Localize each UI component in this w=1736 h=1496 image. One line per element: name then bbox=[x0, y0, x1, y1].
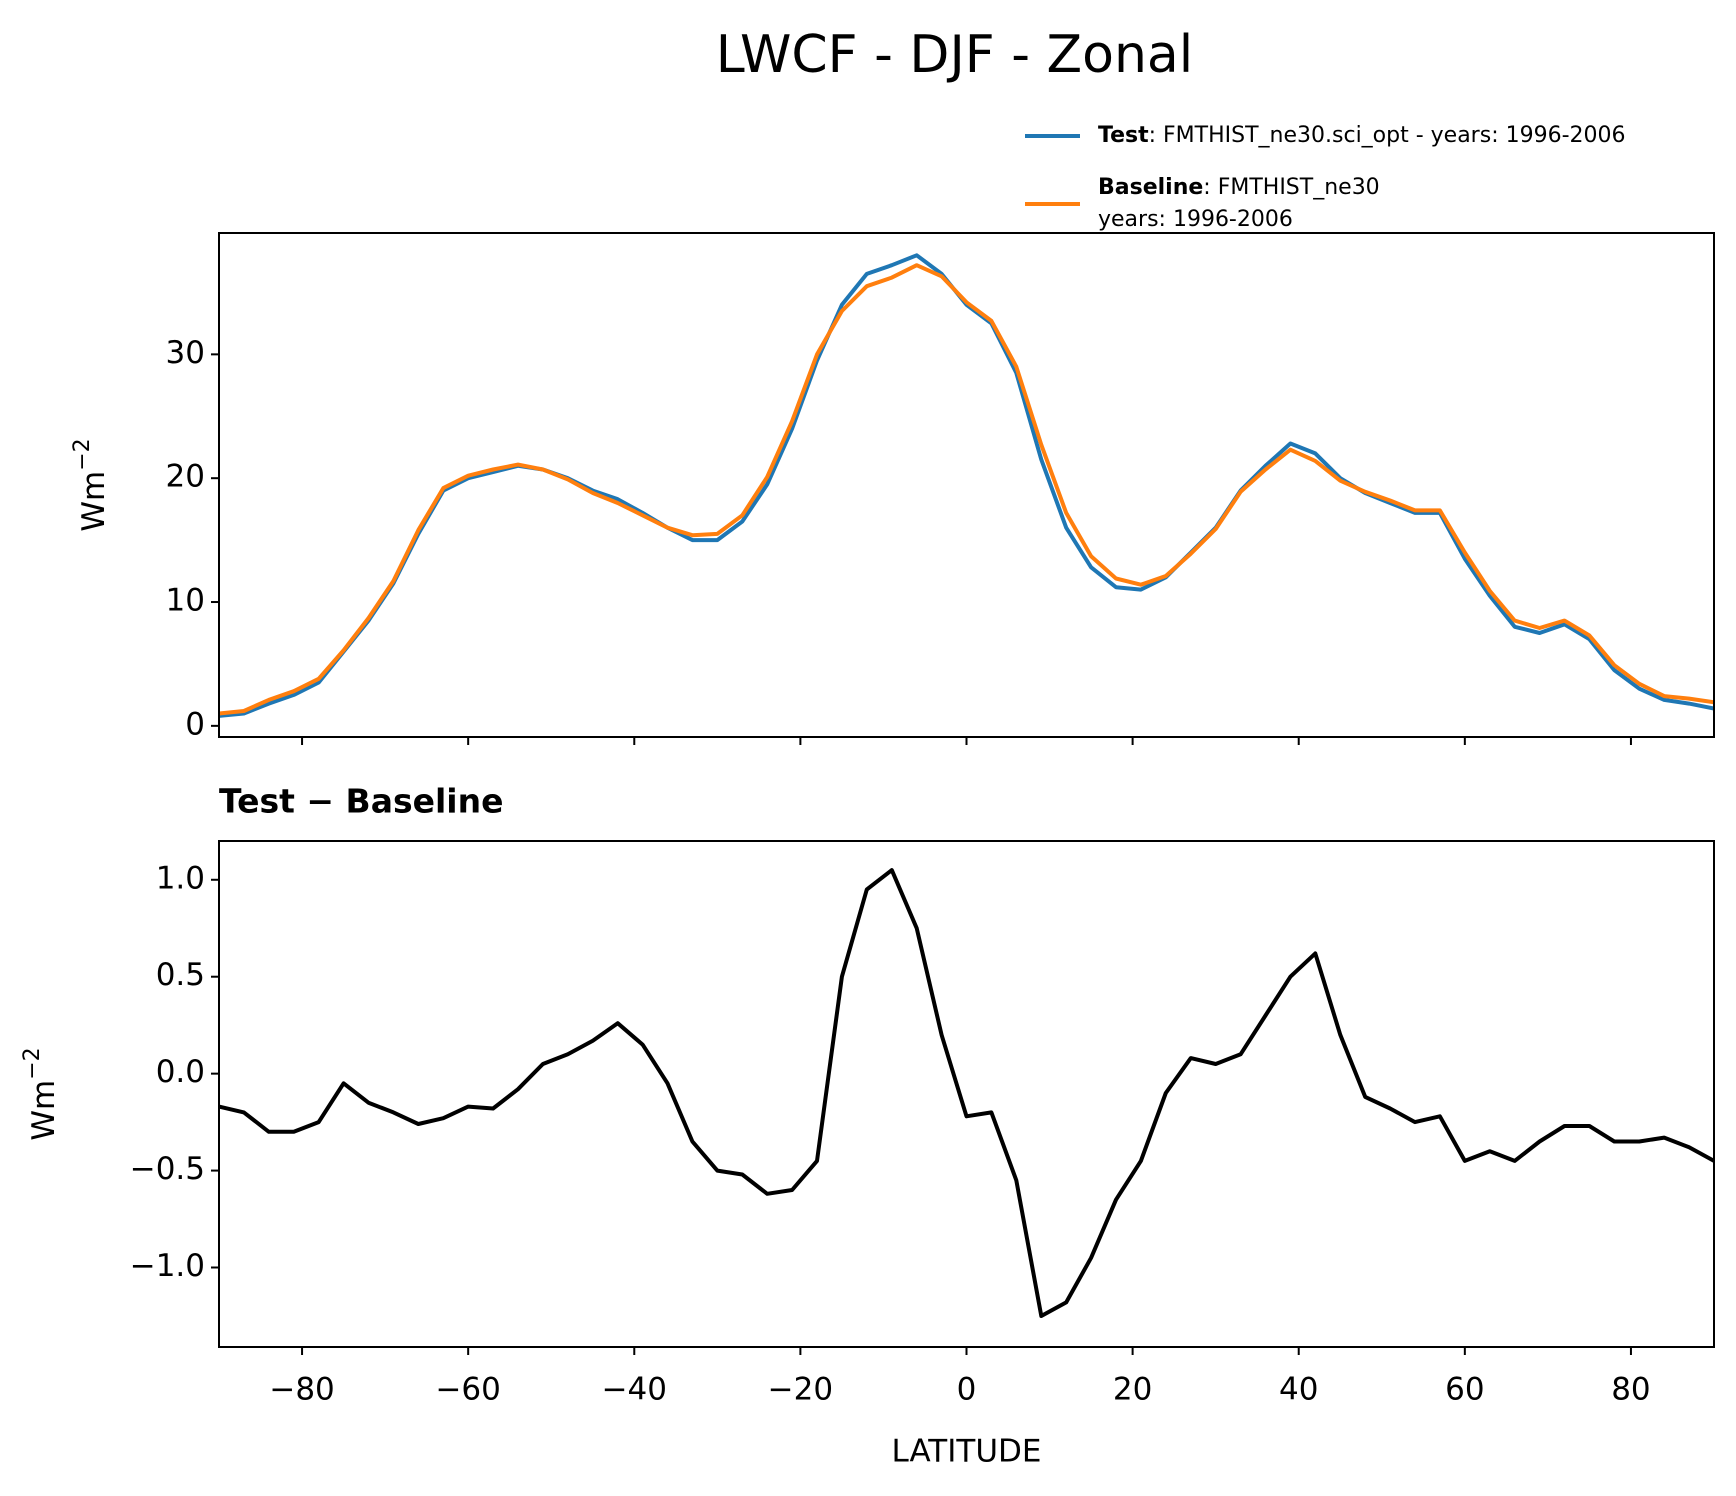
legend-entry: Test: FMTHIST_ne30.sci_opt - years: 1996… bbox=[1098, 123, 1626, 148]
x-tick-label: −60 bbox=[435, 1372, 500, 1408]
y-tick-label: 1.0 bbox=[156, 860, 205, 896]
legend-entry: years: 1996-2006 bbox=[1098, 207, 1293, 232]
legend-detail: : FMTHIST_ne30 bbox=[1203, 175, 1379, 200]
x-tick-label: −80 bbox=[269, 1372, 334, 1408]
y-label-sup: −2 bbox=[20, 1047, 45, 1079]
y-tick-label: 0 bbox=[185, 706, 205, 742]
axes-frame bbox=[218, 232, 1715, 738]
x-tick-label: 40 bbox=[1279, 1372, 1318, 1408]
legend-name: Test bbox=[1098, 123, 1149, 148]
data-line bbox=[219, 868, 1714, 1318]
x-tick-label: −20 bbox=[768, 1372, 833, 1408]
data-line bbox=[219, 263, 1714, 716]
y-tick-label: 30 bbox=[166, 335, 205, 371]
legend-name: Baseline bbox=[1098, 175, 1203, 200]
x-axis-label: LATITUDE bbox=[892, 1434, 1042, 1470]
legend-detail: years: 1996-2006 bbox=[1098, 207, 1293, 232]
x-tick-label: 60 bbox=[1445, 1372, 1484, 1408]
y-label-base: Wm bbox=[76, 471, 112, 532]
y-tick-label: 0.5 bbox=[156, 957, 205, 993]
y-label-sup: −2 bbox=[70, 438, 95, 470]
y-label-base: Wm bbox=[26, 1080, 62, 1141]
x-tick-label: −40 bbox=[602, 1372, 667, 1408]
y-tick-label: 20 bbox=[166, 459, 205, 495]
legend-detail: : FMTHIST_ne30.sci_opt - years: 1996-200… bbox=[1149, 123, 1626, 148]
axes-title: Test − Baseline bbox=[219, 782, 504, 821]
suptitle: LWCF - DJF - Zonal bbox=[716, 25, 1193, 85]
axes-frame bbox=[218, 840, 1715, 1348]
y-axis-label: Wm−2 bbox=[20, 1047, 62, 1140]
x-tick-label: 80 bbox=[1611, 1372, 1650, 1408]
legend-entry: Baseline: FMTHIST_ne30 bbox=[1098, 175, 1380, 200]
data-line bbox=[219, 253, 1714, 718]
y-tick-label: −1.0 bbox=[130, 1248, 205, 1284]
x-tick-label: 0 bbox=[957, 1372, 977, 1408]
y-tick-label: −0.5 bbox=[130, 1151, 205, 1187]
x-tick-label: 20 bbox=[1113, 1372, 1152, 1408]
y-axis-label: Wm−2 bbox=[70, 438, 112, 531]
y-tick-label: 10 bbox=[166, 583, 205, 619]
y-tick-label: 0.0 bbox=[156, 1054, 205, 1090]
